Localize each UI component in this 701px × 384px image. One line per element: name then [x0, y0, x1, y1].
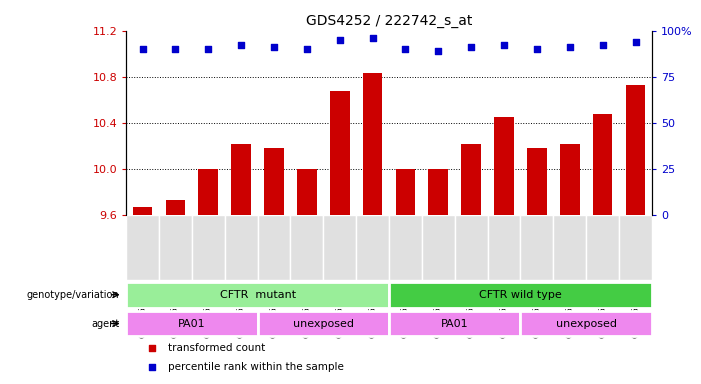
FancyBboxPatch shape — [521, 311, 652, 336]
Point — [367, 35, 379, 41]
Bar — [428, 169, 448, 215]
Point — [301, 46, 313, 52]
Bar — [494, 117, 514, 215]
Point — [400, 46, 411, 52]
Text: agent: agent — [91, 318, 119, 329]
Bar — [132, 207, 153, 215]
Text: PA01: PA01 — [178, 318, 205, 329]
Point — [236, 42, 247, 48]
FancyBboxPatch shape — [586, 215, 619, 280]
Point — [498, 42, 510, 48]
Text: unexposed: unexposed — [556, 318, 617, 329]
Text: unexposed: unexposed — [293, 318, 354, 329]
Point — [170, 46, 181, 52]
FancyBboxPatch shape — [619, 215, 652, 280]
Point — [137, 46, 148, 52]
Point — [147, 344, 158, 351]
Text: percentile rank within the sample: percentile rank within the sample — [168, 362, 344, 372]
FancyBboxPatch shape — [258, 215, 290, 280]
Point — [597, 42, 608, 48]
Bar — [264, 148, 284, 215]
FancyBboxPatch shape — [389, 215, 422, 280]
FancyBboxPatch shape — [389, 282, 652, 308]
Text: CFTR wild type: CFTR wild type — [479, 290, 562, 300]
FancyBboxPatch shape — [159, 215, 192, 280]
Title: GDS4252 / 222742_s_at: GDS4252 / 222742_s_at — [306, 14, 472, 28]
FancyBboxPatch shape — [126, 311, 258, 336]
Bar — [625, 85, 646, 215]
Point — [203, 46, 214, 52]
Bar — [198, 169, 218, 215]
FancyBboxPatch shape — [126, 282, 389, 308]
Point — [334, 37, 346, 43]
FancyBboxPatch shape — [356, 215, 389, 280]
Point — [268, 44, 280, 50]
Point — [433, 48, 444, 54]
Bar — [363, 73, 383, 215]
FancyBboxPatch shape — [126, 215, 159, 280]
FancyBboxPatch shape — [389, 311, 521, 336]
FancyBboxPatch shape — [488, 215, 521, 280]
Text: transformed count: transformed count — [168, 343, 266, 353]
Text: PA01: PA01 — [441, 318, 468, 329]
FancyBboxPatch shape — [290, 215, 323, 280]
Bar — [231, 144, 251, 215]
Text: CFTR  mutant: CFTR mutant — [219, 290, 296, 300]
Bar — [593, 114, 613, 215]
FancyBboxPatch shape — [422, 215, 455, 280]
Point — [147, 364, 158, 370]
FancyBboxPatch shape — [455, 215, 488, 280]
Bar — [461, 144, 481, 215]
Point — [564, 44, 576, 50]
Bar — [330, 91, 350, 215]
FancyBboxPatch shape — [521, 215, 553, 280]
Text: genotype/variation: genotype/variation — [27, 290, 119, 300]
Bar — [527, 148, 547, 215]
FancyBboxPatch shape — [553, 215, 586, 280]
FancyBboxPatch shape — [258, 311, 389, 336]
Bar — [560, 144, 580, 215]
Bar — [165, 200, 185, 215]
Point — [465, 44, 477, 50]
FancyBboxPatch shape — [225, 215, 258, 280]
Bar — [395, 169, 416, 215]
Bar — [297, 169, 317, 215]
Point — [630, 39, 641, 45]
FancyBboxPatch shape — [323, 215, 356, 280]
Point — [531, 46, 543, 52]
FancyBboxPatch shape — [192, 215, 225, 280]
